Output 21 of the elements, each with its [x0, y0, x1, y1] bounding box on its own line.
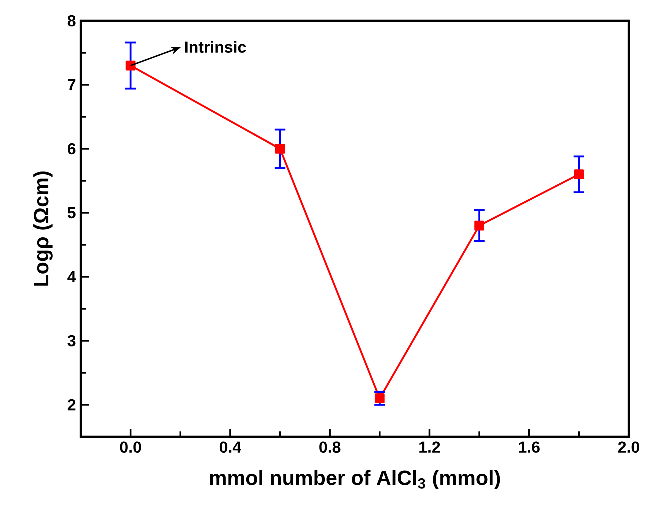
y-axis-title: Logρ (Ωcm)	[34, 172, 53, 286]
y-tick-label: 7	[68, 80, 76, 91]
y-tick-label: 6	[68, 143, 76, 155]
x-tick-label: 2.0	[618, 442, 640, 454]
y-tick-label: 4	[68, 272, 76, 283]
x-tick-label: 1.6	[519, 442, 540, 454]
point	[275, 144, 286, 154]
point	[474, 220, 484, 231]
y-tick-label: 2	[68, 399, 76, 411]
x-tick-label: 1.2	[420, 442, 440, 453]
annotation: Intrinsic	[185, 41, 246, 53]
x-tick-label: 0.8	[320, 442, 341, 454]
x-tick-label: 0.0	[120, 442, 142, 454]
x-tick-label: 0.4	[220, 442, 242, 454]
y-tick-label: 8	[68, 15, 76, 27]
y-tick-label: 3	[68, 335, 76, 347]
point	[126, 60, 136, 71]
y-tick-label: 5	[68, 207, 76, 219]
x-axis-title: mmol number of AlCl$_{3}$ (mmol)	[210, 470, 500, 490]
point	[374, 394, 385, 404]
point	[574, 170, 584, 180]
